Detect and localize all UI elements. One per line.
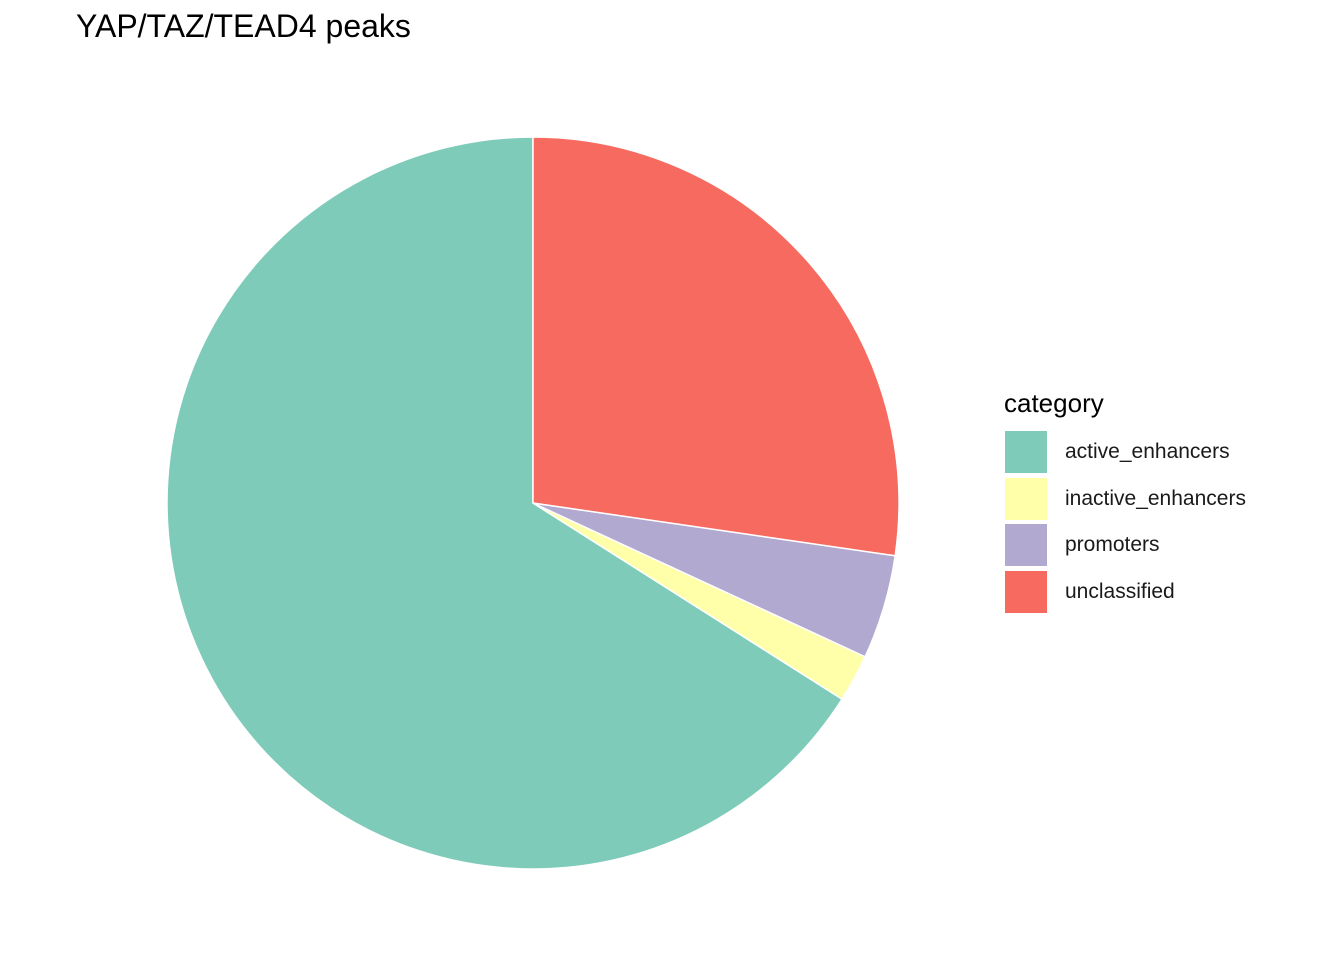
legend-swatch bbox=[1004, 523, 1048, 568]
pie-slice-active-enhancers bbox=[166, 136, 844, 870]
legend: category active_enhancers inactive_enhanc… bbox=[1004, 388, 1246, 615]
legend-item-promoters: promoters bbox=[1004, 522, 1246, 569]
legend-swatch bbox=[1004, 569, 1048, 614]
pie-slices bbox=[166, 136, 900, 870]
legend-label: unclassified bbox=[1065, 579, 1175, 603]
legend-swatch bbox=[1004, 430, 1048, 475]
legend-label: promoters bbox=[1065, 533, 1160, 557]
legend-title: category bbox=[1004, 388, 1104, 418]
legend-item-unclassified: unclassified bbox=[1004, 569, 1246, 616]
legend-label: active_enhancers bbox=[1065, 440, 1230, 464]
legend-swatch bbox=[1004, 476, 1048, 521]
pie-slice-unclassified bbox=[532, 136, 900, 557]
legend-label: inactive_enhancers bbox=[1065, 486, 1246, 510]
legend-item-active-enhancers: active_enhancers bbox=[1004, 429, 1246, 476]
legend-item-inactive-enhancers: inactive_enhancers bbox=[1004, 476, 1246, 523]
chart-title: YAP/TAZ/TEAD4 peaks bbox=[76, 8, 411, 44]
